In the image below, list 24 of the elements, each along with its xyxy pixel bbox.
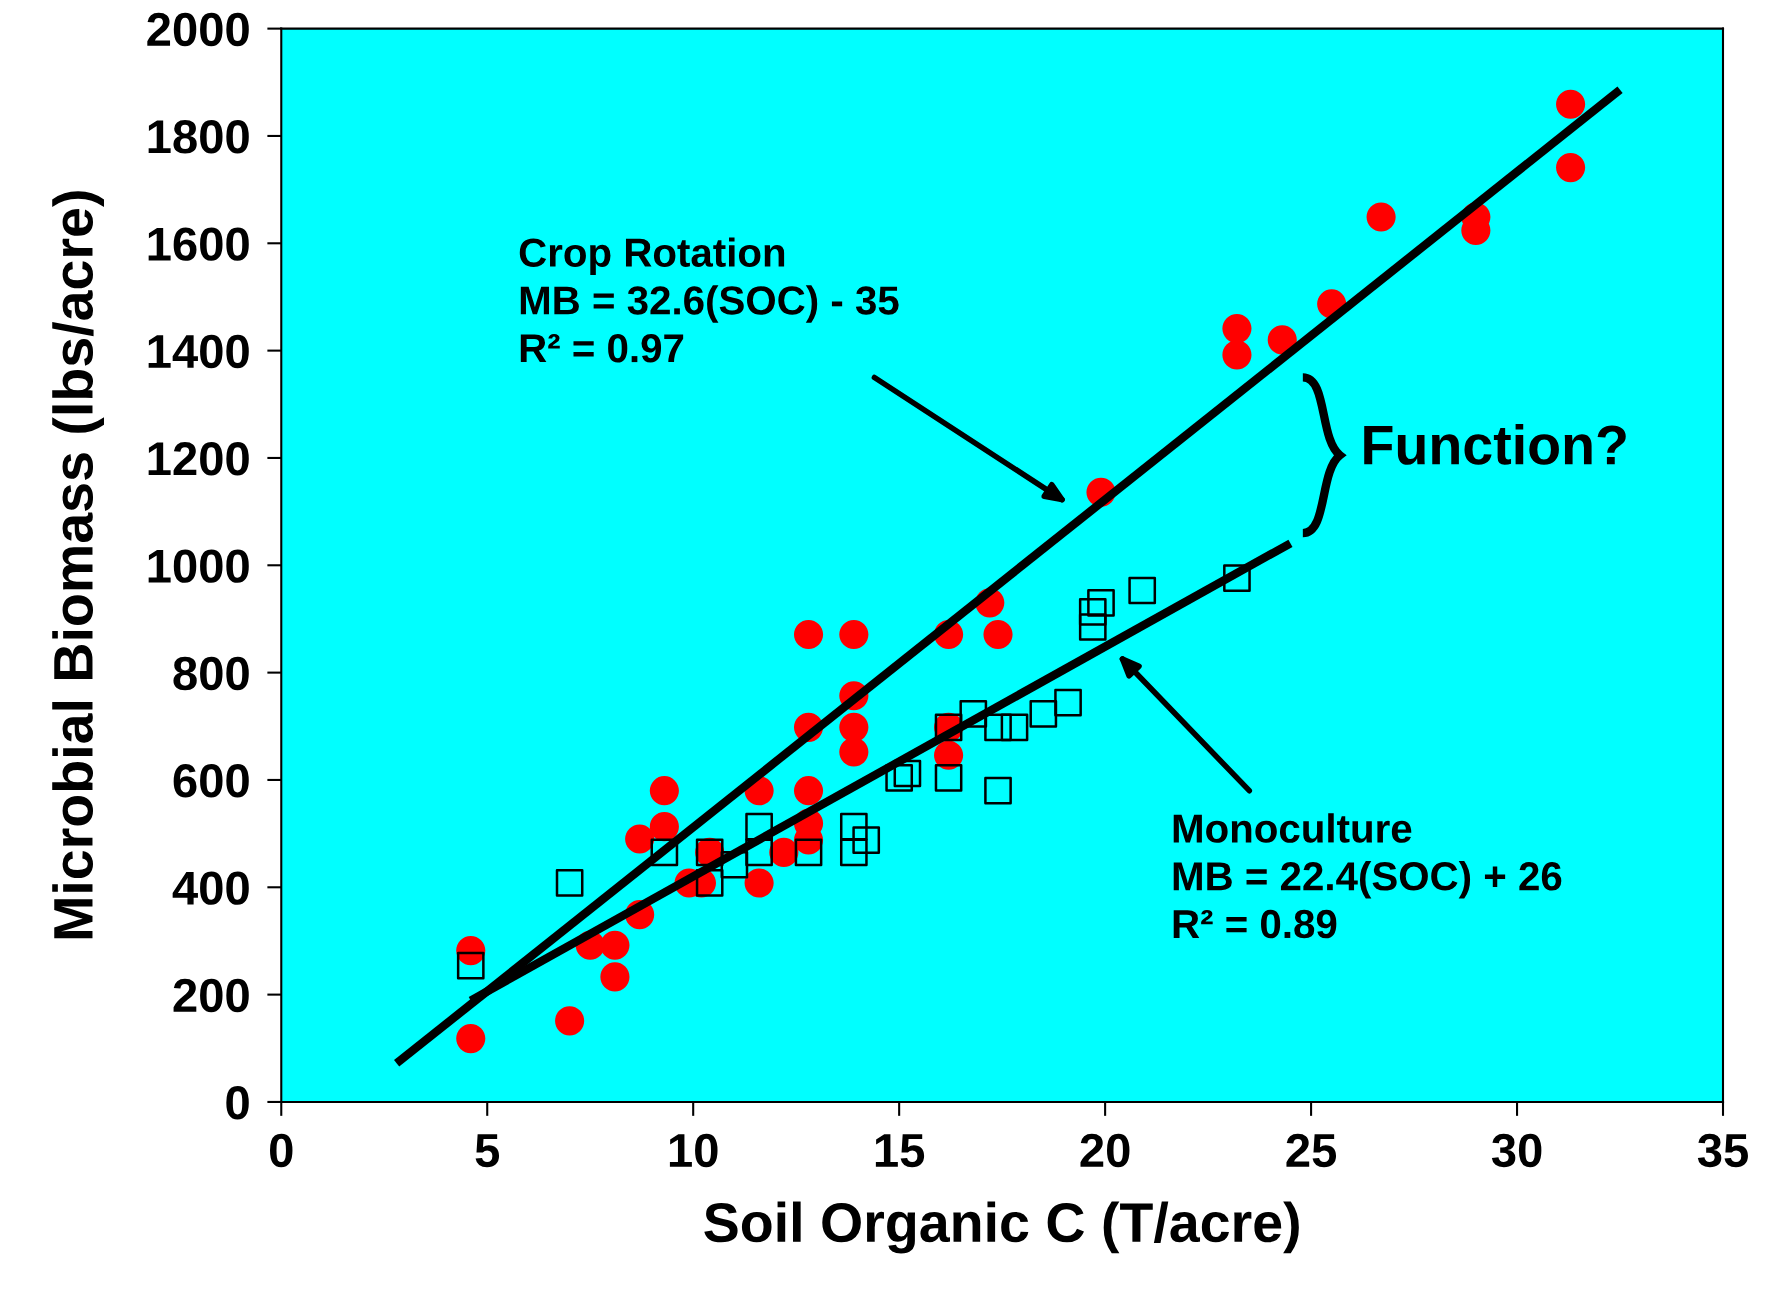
y-tick-label: 600 <box>173 764 249 798</box>
y-tick-label: 400 <box>172 871 249 905</box>
y-tick-label: 2000 <box>147 12 249 47</box>
y-tick-label: 800 <box>173 656 249 691</box>
x-tick-label: 20 <box>1080 1133 1130 1168</box>
y-tick-label: 1800 <box>148 120 249 154</box>
annotation: Crop Rotation MB = 32.6(SOC) - 35 R² = 0.97 <box>519 237 899 363</box>
y-axis-title: Microbial Biomass (lbs/acre) <box>52 191 105 939</box>
y-tick-label: 1600 <box>148 227 249 261</box>
x-tick-label: 30 <box>1491 1133 1542 1168</box>
x-tick-label: 25 <box>1286 1133 1337 1168</box>
annotation: Monoculture MB = 22.4(SOC) + 26 R² = 0.89 <box>1173 813 1562 939</box>
x-tick-label: 5 <box>475 1134 500 1168</box>
y-tick-label: 1200 <box>148 442 249 476</box>
y-tick-label: 0 <box>226 1086 249 1120</box>
y-tick-label: 1400 <box>148 334 249 369</box>
x-tick-label: 10 <box>669 1133 718 1168</box>
x-tick-label: 35 <box>1697 1133 1748 1168</box>
annotation: Function? <box>1364 424 1626 465</box>
x-tick-label: 15 <box>875 1134 925 1168</box>
x-tick-label: 0 <box>270 1133 293 1168</box>
y-tick-label: 1000 <box>148 549 249 583</box>
x-axis-title: Soil Organic C (T/acre) <box>704 1201 1299 1254</box>
y-tick-label: 200 <box>173 978 249 1013</box>
